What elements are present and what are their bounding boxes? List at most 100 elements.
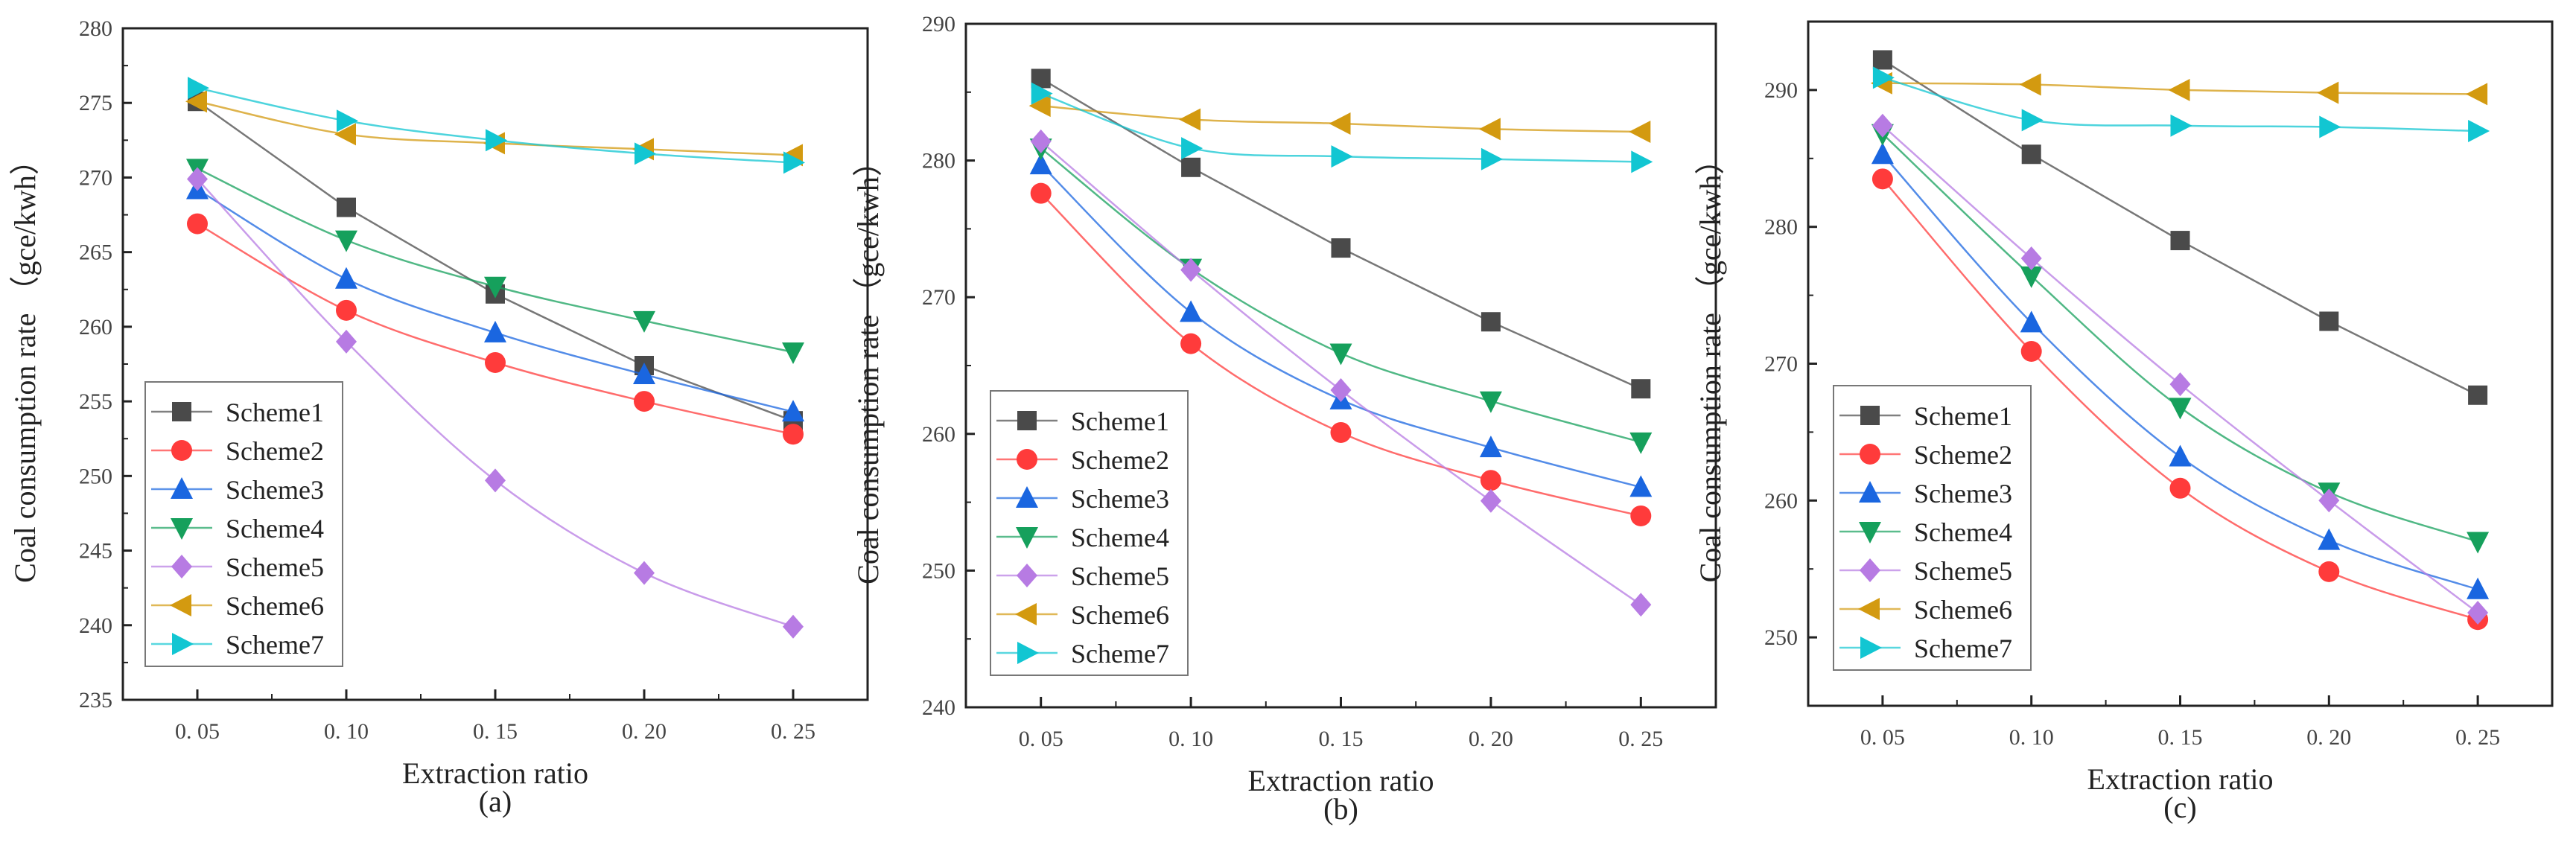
legend-label: Scheme1: [1914, 401, 2012, 431]
y-tick-label: 280: [1764, 215, 1798, 240]
data-point: [1479, 436, 1502, 458]
y-tick-label: 240: [922, 695, 955, 720]
legend-label: Scheme7: [226, 630, 324, 660]
legend-label: Scheme3: [1914, 479, 2012, 508]
y-tick-label: 240: [79, 613, 112, 638]
data-point: [783, 614, 804, 639]
series-scheme6: [1870, 71, 2488, 106]
y-axis-label: Coal consumption rate （gce/kwh）: [1694, 145, 1727, 583]
data-point: [633, 363, 655, 385]
x-axis-label: Extraction ratio: [2087, 762, 2274, 796]
data-point: [1480, 488, 1501, 513]
legend-marker: [1017, 564, 1037, 587]
legend-label: Scheme5: [226, 552, 324, 582]
x-tick-label: 0. 10: [2009, 725, 2054, 750]
y-tick-label: 250: [1764, 625, 1798, 650]
y-tick-label: 280: [79, 16, 112, 41]
legend-label: Scheme7: [1914, 634, 2012, 663]
legend-marker: [1860, 558, 1880, 582]
legend-marker: [1017, 449, 1037, 470]
y-tick-label: 235: [79, 688, 112, 712]
data-point: [185, 90, 207, 113]
data-point: [337, 109, 358, 133]
data-point: [485, 351, 506, 373]
data-point: [633, 310, 655, 333]
series-line: [1881, 178, 2478, 621]
data-point: [2019, 73, 2041, 96]
legend-marker: [1858, 598, 1880, 620]
data-point: [1630, 505, 1652, 526]
data-point: [782, 342, 804, 364]
legend-marker: [172, 402, 191, 421]
data-point: [2169, 477, 2191, 499]
data-point: [187, 167, 208, 191]
legend-label: Scheme3: [226, 475, 324, 505]
legend: Scheme1 Scheme2 Scheme3 Scheme4 Scheme5 Schem…: [144, 381, 343, 667]
data-point: [1631, 150, 1653, 173]
legend-label: Scheme5: [1071, 561, 1169, 591]
x-axis-label: Extraction ratio: [1248, 764, 1434, 797]
data-point: [1629, 121, 1651, 144]
data-point: [782, 400, 804, 422]
data-point: [635, 142, 656, 165]
legend-marker: [1860, 637, 1882, 659]
data-point: [1480, 470, 1501, 491]
legend-marker: [1860, 444, 1880, 465]
data-point: [783, 424, 804, 445]
data-point: [1180, 258, 1202, 282]
data-point: [2466, 83, 2488, 106]
y-tick-label: 290: [1764, 78, 1798, 103]
legend-marker: [1015, 603, 1037, 625]
legend-marker: [171, 555, 192, 578]
series-scheme5: [1030, 129, 1652, 617]
series-scheme7: [188, 77, 805, 174]
x-tick-label: 0. 05: [175, 719, 220, 744]
data-point: [2467, 532, 2490, 554]
data-point: [2318, 488, 2340, 513]
legend-label: Scheme5: [1914, 556, 2012, 586]
data-point: [1871, 142, 1894, 165]
data-point: [1330, 378, 1352, 403]
data-point: [1330, 421, 1352, 443]
y-tick-label: 270: [922, 285, 955, 310]
legend: Scheme1 Scheme2 Scheme3 Scheme4 Scheme5 Schem…: [990, 390, 1189, 676]
data-point: [187, 213, 208, 235]
series-scheme5: [1871, 113, 2489, 625]
data-point: [634, 561, 655, 585]
y-tick-label: 245: [79, 539, 112, 564]
data-point: [1871, 168, 1893, 190]
y-tick-label: 290: [922, 12, 955, 36]
data-point: [1030, 182, 1052, 204]
y-tick-label: 270: [79, 165, 112, 190]
data-point: [188, 77, 209, 100]
legend-marker: [171, 477, 193, 499]
legend: Scheme1 Scheme2 Scheme3 Scheme4 Scheme5 Schem…: [1833, 385, 2032, 671]
data-point: [2169, 398, 2192, 420]
series-scheme2: [1030, 182, 1652, 526]
data-point: [2319, 311, 2339, 331]
data-point: [2020, 246, 2042, 270]
series-scheme7: [1031, 82, 1653, 173]
data-point: [2168, 78, 2190, 101]
data-point: [1331, 145, 1353, 168]
data-point: [1028, 95, 1051, 118]
series-line: [1882, 59, 2478, 396]
data-point: [335, 267, 357, 289]
data-point: [2169, 444, 2192, 467]
legend-label: Scheme6: [1914, 595, 2012, 625]
data-point: [1329, 112, 1351, 135]
legend-marker: [1859, 481, 1881, 503]
legend-marker: [172, 633, 194, 655]
y-tick-label: 270: [1764, 352, 1798, 377]
data-point: [1181, 157, 1201, 177]
data-point: [1872, 66, 1895, 89]
x-tick-label: 0. 25: [2455, 725, 2500, 750]
data-point: [486, 129, 507, 152]
y-tick-label: 260: [1764, 488, 1798, 513]
data-point: [1030, 129, 1052, 153]
legend-label: Scheme4: [226, 514, 324, 543]
series-scheme6: [185, 90, 803, 167]
data-point: [1630, 593, 1652, 617]
